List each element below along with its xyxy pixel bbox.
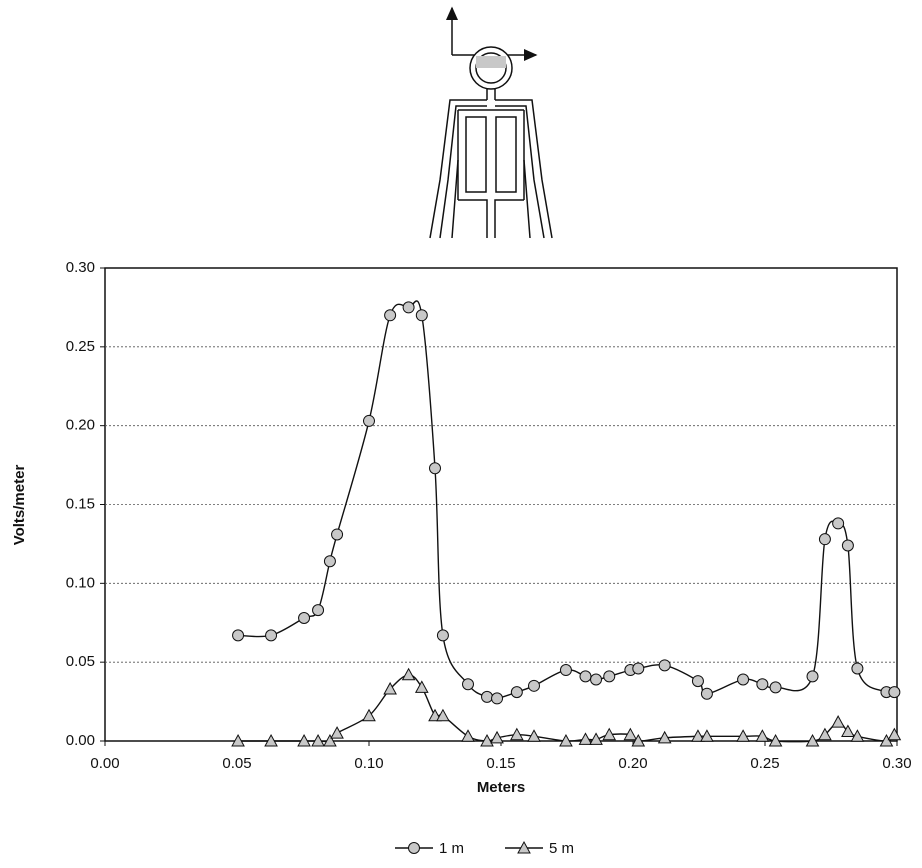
triangle-marker — [623, 727, 638, 741]
circle-marker — [559, 664, 572, 677]
triangle-marker — [480, 733, 494, 747]
x-tick-label: 0.00 — [90, 755, 119, 772]
triangle-marker — [841, 724, 855, 738]
triangle-marker — [311, 733, 325, 747]
circle-marker — [265, 629, 278, 642]
y-tick-label: 0.10 — [66, 574, 95, 591]
y-axis-label: Volts/meter — [11, 465, 28, 546]
circle-marker — [481, 690, 494, 703]
circle-marker — [331, 528, 344, 541]
circle-marker — [510, 686, 523, 699]
circle-marker — [632, 662, 645, 675]
triangle-marker — [401, 667, 416, 681]
triangle-marker — [323, 733, 337, 747]
y-tick-label: 0.05 — [66, 653, 95, 670]
circle-marker — [691, 675, 704, 688]
triangle-marker — [700, 729, 714, 742]
circle-marker — [384, 309, 397, 322]
circle-marker — [769, 681, 782, 694]
circle-marker — [579, 670, 592, 683]
triangle-marker — [657, 730, 672, 744]
triangle-marker — [231, 733, 245, 747]
triangle-marker — [879, 733, 894, 747]
circle-marker — [888, 686, 901, 699]
triangle-marker — [330, 726, 344, 739]
y-tick-label: 0.30 — [66, 259, 95, 276]
circle-marker — [832, 517, 845, 530]
circle-marker — [756, 678, 769, 691]
circle-marker — [841, 539, 854, 552]
x-tick-label: 0.25 — [750, 755, 779, 772]
circle-marker — [312, 604, 325, 617]
triangle-marker — [736, 729, 750, 742]
x-tick-label: 0.05 — [222, 755, 251, 772]
circle-marker — [429, 462, 441, 475]
series-line — [238, 300, 895, 700]
triangle-marker — [691, 729, 705, 742]
triangle-marker — [509, 727, 524, 741]
body-figure — [429, 6, 553, 239]
y-tick-label: 0.15 — [66, 495, 95, 512]
triangle-marker — [631, 733, 646, 747]
legend-marker — [517, 840, 531, 854]
circle-marker — [402, 301, 415, 314]
circle-marker — [298, 612, 311, 625]
circle-marker — [658, 659, 671, 672]
triangle-marker — [362, 708, 376, 722]
triangle-marker — [578, 732, 593, 745]
triangle-marker — [527, 729, 541, 742]
triangle-marker — [383, 681, 397, 695]
y-tick-label: 0.00 — [66, 732, 95, 749]
x-tick-label: 0.15 — [486, 755, 515, 772]
legend-label: 5 m — [549, 840, 574, 857]
triangle-marker — [805, 733, 820, 747]
triangle-marker — [264, 733, 278, 747]
triangle-marker — [755, 729, 770, 742]
circle-marker — [737, 673, 750, 686]
legend-marker — [408, 842, 420, 854]
y-tick-label: 0.25 — [66, 338, 95, 355]
circle-marker — [491, 692, 504, 705]
x-tick-label: 0.10 — [354, 755, 383, 772]
triangle-marker — [768, 733, 783, 747]
x-axis-label: Meters — [477, 779, 525, 796]
y-tick-label: 0.20 — [66, 417, 95, 434]
x-tick-label: 0.30 — [882, 755, 911, 772]
triangle-marker — [461, 729, 475, 742]
circle-marker — [806, 670, 819, 683]
circle-marker — [232, 629, 245, 642]
triangle-marker — [602, 727, 617, 741]
circle-marker — [851, 662, 864, 675]
triangle-marker — [559, 733, 573, 747]
circle-marker — [590, 673, 603, 686]
circle-marker — [528, 679, 540, 692]
circle-marker — [363, 414, 375, 427]
triangle-marker — [818, 727, 832, 741]
triangle-marker — [850, 729, 865, 742]
circle-marker — [818, 533, 831, 546]
triangle-marker — [414, 680, 429, 693]
legend-label: 1 m — [439, 840, 464, 857]
circle-marker — [603, 670, 616, 683]
triangle-marker — [831, 715, 845, 728]
triangle-marker — [887, 727, 902, 741]
x-tick-label: 0.20 — [618, 755, 647, 772]
triangle-marker — [490, 730, 504, 744]
circle-marker — [323, 555, 336, 568]
circle-marker — [462, 678, 474, 691]
circle-marker — [415, 309, 428, 322]
triangle-marker — [589, 732, 603, 745]
triangle-marker — [436, 708, 450, 722]
triangle-marker — [297, 733, 311, 747]
circle-marker — [436, 629, 449, 642]
circle-marker — [700, 687, 713, 700]
